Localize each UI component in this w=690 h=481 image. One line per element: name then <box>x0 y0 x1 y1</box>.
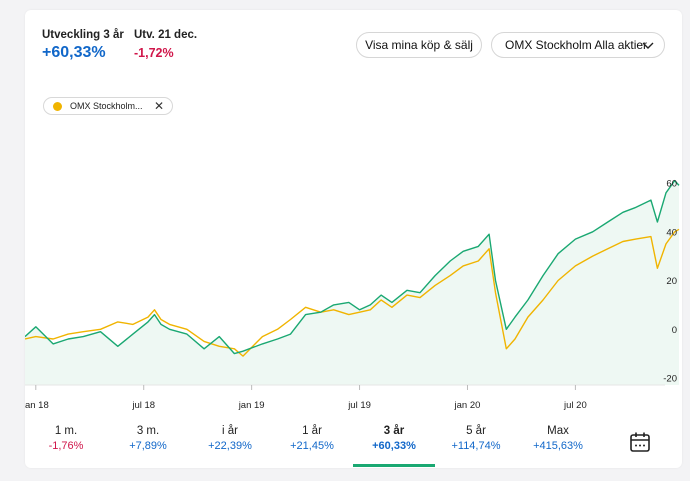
day-change-value: -1,72% <box>134 46 174 60</box>
tab-value: +415,63% <box>533 440 583 452</box>
y-tick-label: 40 <box>666 227 677 238</box>
day-change-label: Utv. 21 dec. <box>134 29 198 41</box>
chart-card: Utveckling 3 år +60,33% Utv. 21 dec. -1,… <box>25 10 682 468</box>
tab-label: 1 m. <box>54 425 78 437</box>
tab-1-year[interactable]: 1 år +21,45% <box>271 425 353 452</box>
x-tick-label: jan 20 <box>454 400 481 411</box>
tab-label: 1 år <box>302 425 322 437</box>
tab-value: -1,76% <box>48 440 84 452</box>
series-color-dot <box>53 101 62 111</box>
tab-value: +7,89% <box>129 440 167 452</box>
development-label: Utveckling 3 år <box>42 29 124 41</box>
show-trades-button[interactable]: Visa mina köp & sälj <box>356 32 482 58</box>
series-line-yellow <box>25 228 680 357</box>
day-change-stat: Utv. 21 dec. -1,72% <box>134 29 197 60</box>
y-tick-label: 0 <box>672 325 677 336</box>
active-tab-underline <box>353 464 435 467</box>
x-tick-label: jul 20 <box>563 400 587 411</box>
tab-label: 5 år <box>466 425 486 437</box>
development-stat: Utveckling 3 år +60,33% <box>42 29 124 62</box>
show-trades-label: Visa mina köp & sälj <box>365 38 473 52</box>
x-tick-label: jan 19 <box>238 400 265 411</box>
y-tick-label: 20 <box>666 276 677 287</box>
index-select[interactable]: OMX Stockholm Alla aktier <box>491 32 665 58</box>
tab-value: +60,33% <box>372 440 416 452</box>
tab-max[interactable]: Max +415,63% <box>517 425 599 452</box>
tab-label: 3 m. <box>136 425 160 437</box>
x-tick-label: jul 18 <box>131 400 155 411</box>
tab-label: i år <box>222 425 238 437</box>
tab-label: Max <box>547 425 569 437</box>
tab-3-months[interactable]: 3 m. +7,89% <box>107 425 189 452</box>
tab-value: +22,39% <box>208 440 252 452</box>
series-area-fill <box>25 180 679 385</box>
chevron-down-icon <box>642 42 654 49</box>
legend-chip: OMX Stockholm... ✕ <box>43 97 173 115</box>
line-chart[interactable]: 60 40 20 0 -20 jan 18 jul 18 jan 19 jul 19 jan 2… <box>25 10 682 415</box>
y-tick-label: -20 <box>663 374 677 385</box>
tab-1-month[interactable]: 1 m. -1,76% <box>25 425 107 452</box>
tab-label: 3 år <box>383 425 405 437</box>
development-value: +60,33% <box>42 44 106 61</box>
close-icon[interactable]: ✕ <box>153 99 164 113</box>
calendar-icon[interactable] <box>629 431 651 453</box>
tab-3-years[interactable]: 3 år +60,33% <box>353 425 435 452</box>
x-tick-label: jul 19 <box>347 400 371 411</box>
period-tabs: 1 m. -1,76% 3 m. +7,89% i år +22,39% 1 å… <box>25 425 682 467</box>
legend-chip-label: OMX Stockholm... <box>70 101 143 111</box>
tab-this-year[interactable]: i år +22,39% <box>189 425 271 452</box>
tab-value: +21,45% <box>290 440 334 452</box>
index-select-label: OMX Stockholm Alla aktier <box>505 38 648 52</box>
tab-5-years[interactable]: 5 år +114,74% <box>435 425 517 452</box>
tab-value: +114,74% <box>451 440 501 452</box>
y-tick-label: 60 <box>666 179 677 190</box>
series-line-green <box>25 179 680 355</box>
x-tick-label: jan 18 <box>25 400 49 411</box>
